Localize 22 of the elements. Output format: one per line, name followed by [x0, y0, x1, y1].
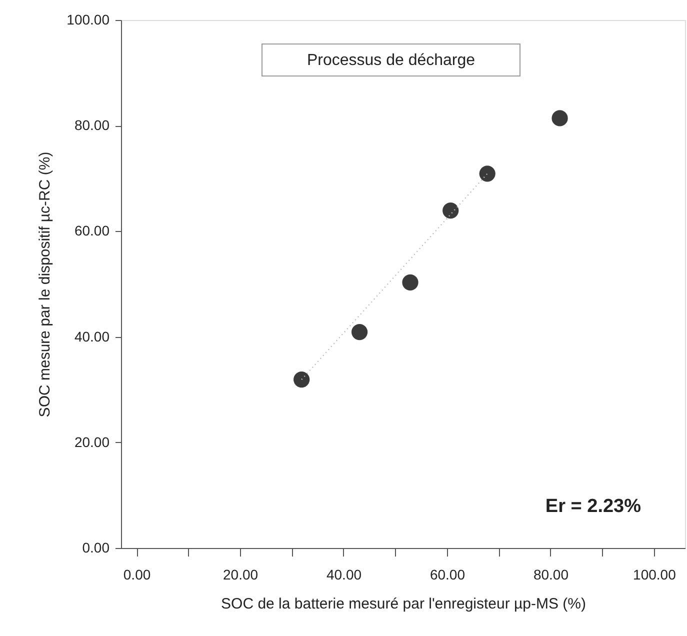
point — [294, 372, 310, 388]
y-axis-title: SOC mesure par le dispositif µc-RC (%) — [36, 152, 54, 418]
x-tick-label: 60.00 — [430, 566, 466, 582]
point — [402, 274, 418, 290]
x-tick-label: 100.00 — [633, 566, 676, 582]
y-tick-label: 100.00 — [66, 12, 110, 28]
annotation: Er = 2.23% — [545, 496, 642, 517]
x-tick-label: 40.00 — [326, 566, 362, 582]
y-tick-label: 80.00 — [74, 117, 110, 134]
text: Processus de décharge — [306, 52, 476, 69]
x-tick-label: 20.00 — [222, 566, 258, 582]
x-tick-label: 80.00 — [533, 566, 569, 582]
point — [552, 110, 568, 126]
point — [479, 166, 496, 182]
y-tick-label: 40.00 — [74, 328, 110, 344]
x-tick-label: 0.00 — [123, 566, 151, 582]
x-axis-title: SOC de la batterie mesuré par l'enregisteur µp-MS (%) — [221, 596, 586, 612]
y-tick-label: 60.00 — [74, 222, 110, 239]
y-tick-label: 0.00 — [82, 540, 110, 556]
point — [442, 202, 459, 219]
y-tick-label: 20.00 — [74, 434, 110, 450]
point — [351, 324, 368, 340]
